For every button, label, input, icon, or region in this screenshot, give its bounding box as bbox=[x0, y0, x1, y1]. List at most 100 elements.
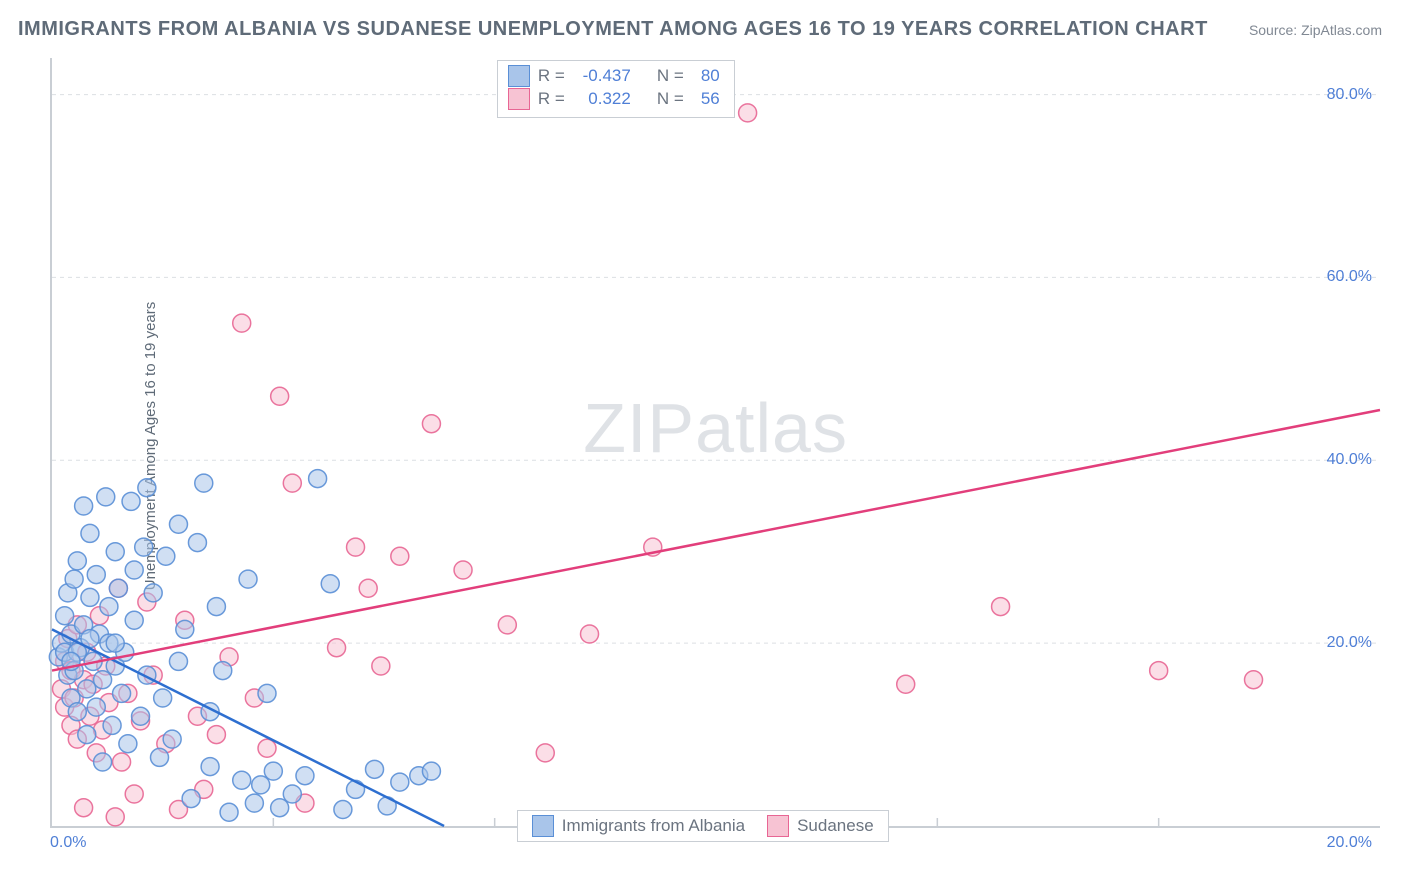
data-point bbox=[157, 547, 175, 565]
data-point bbox=[113, 684, 131, 702]
stat-n-label: N = bbox=[657, 65, 684, 88]
data-point bbox=[992, 598, 1010, 616]
data-point bbox=[169, 652, 187, 670]
data-point bbox=[422, 762, 440, 780]
data-point bbox=[106, 634, 124, 652]
data-point bbox=[271, 799, 289, 817]
legend-item: Immigrants from Albania bbox=[532, 815, 745, 837]
data-point bbox=[258, 739, 276, 757]
stat-r-value: -0.437 bbox=[573, 65, 631, 88]
data-point bbox=[132, 707, 150, 725]
data-point bbox=[163, 730, 181, 748]
data-point bbox=[283, 785, 301, 803]
data-point bbox=[119, 735, 137, 753]
data-point bbox=[135, 538, 153, 556]
data-point bbox=[81, 588, 99, 606]
data-point bbox=[125, 561, 143, 579]
data-point bbox=[581, 625, 599, 643]
data-point bbox=[328, 639, 346, 657]
data-point bbox=[122, 492, 140, 510]
data-point bbox=[245, 794, 263, 812]
data-point bbox=[109, 579, 127, 597]
data-point bbox=[106, 808, 124, 826]
data-point bbox=[739, 104, 757, 122]
data-point bbox=[97, 488, 115, 506]
data-point bbox=[372, 657, 390, 675]
stats-row: R = -0.437 N = 80 bbox=[508, 65, 720, 88]
data-point bbox=[144, 584, 162, 602]
data-point bbox=[391, 773, 409, 791]
data-point bbox=[271, 387, 289, 405]
data-point bbox=[78, 726, 96, 744]
series-swatch bbox=[767, 815, 789, 837]
plot-area: ZIPatlas 20.0%40.0%60.0%80.0%0.0%20.0%R … bbox=[50, 58, 1380, 828]
series-swatch bbox=[508, 88, 530, 110]
data-point bbox=[252, 776, 270, 794]
data-point bbox=[195, 474, 213, 492]
plot-svg bbox=[52, 58, 1380, 826]
data-point bbox=[309, 470, 327, 488]
data-point bbox=[176, 620, 194, 638]
source-attribution: Source: ZipAtlas.com bbox=[1249, 22, 1382, 38]
data-point bbox=[283, 474, 301, 492]
data-point bbox=[113, 753, 131, 771]
data-point bbox=[56, 607, 74, 625]
data-point bbox=[75, 799, 93, 817]
stat-r-label: R = bbox=[538, 65, 565, 88]
y-tick-label: 20.0% bbox=[1327, 634, 1372, 652]
data-point bbox=[207, 598, 225, 616]
legend-item: Sudanese bbox=[767, 815, 874, 837]
data-point bbox=[75, 497, 93, 515]
chart-title: IMMIGRANTS FROM ALBANIA VS SUDANESE UNEM… bbox=[18, 18, 1208, 41]
chart-container: IMMIGRANTS FROM ALBANIA VS SUDANESE UNEM… bbox=[0, 0, 1406, 892]
data-point bbox=[87, 566, 105, 584]
data-point bbox=[296, 767, 314, 785]
data-point bbox=[454, 561, 472, 579]
data-point bbox=[125, 785, 143, 803]
stat-n-value: 80 bbox=[692, 65, 720, 88]
data-point bbox=[498, 616, 516, 634]
data-point bbox=[422, 415, 440, 433]
y-tick-label: 60.0% bbox=[1327, 268, 1372, 286]
data-point bbox=[536, 744, 554, 762]
y-tick-label: 40.0% bbox=[1327, 451, 1372, 469]
data-point bbox=[106, 543, 124, 561]
data-point bbox=[78, 680, 96, 698]
series-swatch bbox=[532, 815, 554, 837]
data-point bbox=[151, 748, 169, 766]
legend-label: Sudanese bbox=[797, 816, 874, 836]
source-link[interactable]: ZipAtlas.com bbox=[1301, 22, 1382, 38]
correlation-stats-box: R =-0.437N =80R =0.322N =56 bbox=[497, 60, 735, 118]
data-point bbox=[321, 575, 339, 593]
data-point bbox=[138, 479, 156, 497]
regression-line bbox=[52, 410, 1380, 671]
data-point bbox=[239, 570, 257, 588]
stat-n-label: N = bbox=[657, 88, 684, 111]
stat-r-value: 0.322 bbox=[573, 88, 631, 111]
source-prefix: Source: bbox=[1249, 22, 1301, 38]
series-legend: Immigrants from Albania Sudanese bbox=[517, 810, 889, 842]
data-point bbox=[125, 611, 143, 629]
data-point bbox=[169, 515, 187, 533]
data-point bbox=[220, 803, 238, 821]
data-point bbox=[94, 671, 112, 689]
data-point bbox=[264, 762, 282, 780]
data-point bbox=[366, 760, 384, 778]
data-point bbox=[154, 689, 172, 707]
x-tick-label: 20.0% bbox=[1327, 834, 1372, 852]
data-point bbox=[182, 790, 200, 808]
y-tick-label: 80.0% bbox=[1327, 86, 1372, 104]
data-point bbox=[100, 598, 118, 616]
stat-r-label: R = bbox=[538, 88, 565, 111]
data-point bbox=[334, 801, 352, 819]
data-point bbox=[1245, 671, 1263, 689]
data-point bbox=[68, 552, 86, 570]
data-point bbox=[233, 314, 251, 332]
data-point bbox=[68, 703, 86, 721]
data-point bbox=[1150, 662, 1168, 680]
data-point bbox=[87, 698, 105, 716]
data-point bbox=[391, 547, 409, 565]
data-point bbox=[201, 758, 219, 776]
data-point bbox=[233, 771, 251, 789]
data-point bbox=[347, 538, 365, 556]
